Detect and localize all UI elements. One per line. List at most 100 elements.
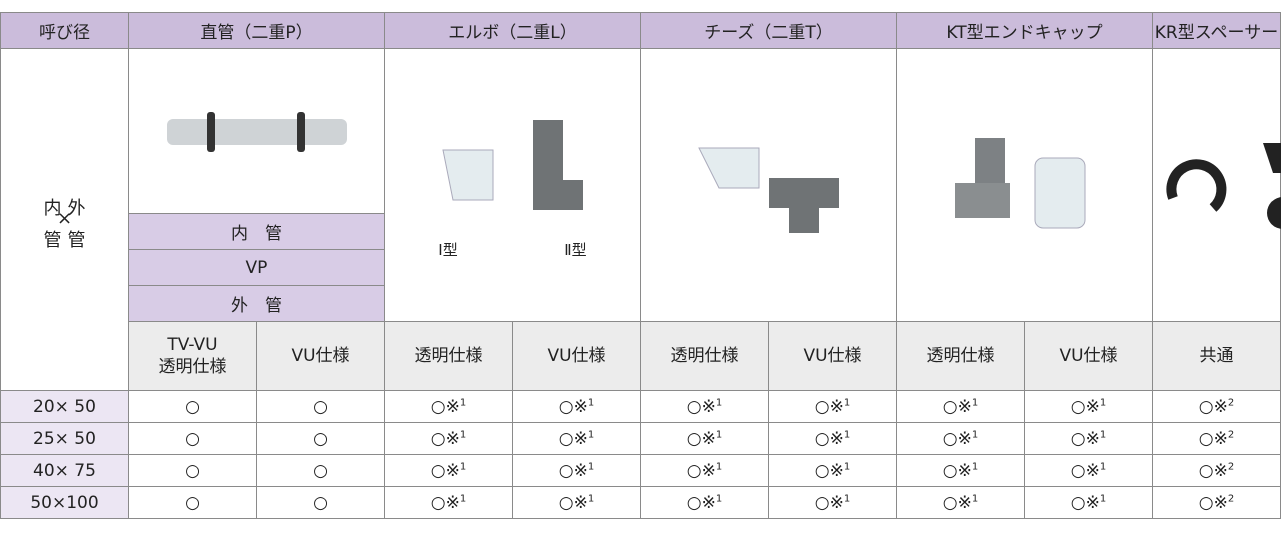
availability-cell: ○※2 xyxy=(1152,486,1281,519)
availability-mark: ○※ xyxy=(1070,460,1100,481)
product-photo xyxy=(1166,142,1281,229)
pipe-label: VP xyxy=(128,249,385,286)
availability-cell: ○※1 xyxy=(896,486,1025,519)
availability-cell: ○※2 xyxy=(1152,390,1281,423)
availability-cell: ○ xyxy=(256,422,385,455)
availability-mark: ○※ xyxy=(686,428,716,449)
note-number: 2 xyxy=(1227,396,1235,408)
note-number: 1 xyxy=(715,428,723,440)
availability-mark: ○※ xyxy=(558,396,588,417)
availability-cell: ○※1 xyxy=(1024,422,1153,455)
availability-mark: ○※ xyxy=(1070,428,1100,449)
availability-mark: ○※ xyxy=(814,428,844,449)
label-part: 管 xyxy=(67,229,86,251)
availability-cell: ○ xyxy=(256,486,385,519)
product-photo xyxy=(697,147,839,233)
spec-table: 呼び径 直管（二重P） エルボ（二重L） チーズ（二重T） KT型エンドキャップ KR型ス… xyxy=(0,12,1281,519)
availability-cell: ○※1 xyxy=(768,486,897,519)
note-number: 1 xyxy=(459,396,467,408)
availability-mark: ○※ xyxy=(558,492,588,513)
table-row: 内外 × 管管 Ⅰ型 Ⅱ型 xyxy=(0,48,1281,391)
spec-cell: TV-VU 透明仕様 xyxy=(128,321,257,391)
note-number: 2 xyxy=(1227,492,1235,504)
label-part: × xyxy=(56,207,73,229)
pipe-label: 外 管 xyxy=(128,285,385,322)
note-number: 1 xyxy=(971,492,979,504)
availability-cell: ○※1 xyxy=(768,390,897,423)
availability-mark: ○※ xyxy=(1198,428,1228,449)
photo-cell xyxy=(128,48,385,214)
availability-cell: ○※1 xyxy=(896,390,1025,423)
availability-mark: ○※ xyxy=(430,396,460,417)
availability-mark: ○※ xyxy=(686,492,716,513)
availability-mark: ○※ xyxy=(430,428,460,449)
spec-cell: 透明仕様 xyxy=(640,321,769,391)
photo-cell: Ⅰ型 Ⅱ型 xyxy=(384,48,641,322)
product-photo xyxy=(954,137,1085,228)
note-number: 2 xyxy=(1227,460,1235,472)
size-cell: 40× 75 xyxy=(0,454,129,487)
availability-mark: ○※ xyxy=(430,492,460,513)
table-row: 40× 75 ○ ○ ○※1 ○※1 ○※1 ○※1 ○※1 ○※1 ○※2 xyxy=(0,454,1281,487)
spec-cell: 透明仕様 xyxy=(896,321,1025,391)
type-label: Ⅱ型 xyxy=(564,241,587,259)
availability-cell: ○ xyxy=(256,390,385,423)
table-row: 呼び径 直管（二重P） エルボ（二重L） チーズ（二重T） KT型エンドキャップ KR型ス… xyxy=(0,12,1281,49)
photo-cell xyxy=(640,48,897,322)
availability-mark: ○※ xyxy=(814,460,844,481)
availability-mark: ○※ xyxy=(942,460,972,481)
label-part: 外 xyxy=(67,197,86,219)
note-number: 1 xyxy=(1099,492,1107,504)
availability-cell: ○ xyxy=(128,422,257,455)
header-cell: KR型スペーサー xyxy=(1152,12,1281,49)
availability-cell: ○※1 xyxy=(640,390,769,423)
spec-cell: 共通 xyxy=(1152,321,1281,391)
availability-cell: ○※1 xyxy=(384,486,513,519)
header-cell: エルボ（二重L） xyxy=(384,12,641,49)
note-number: 1 xyxy=(843,460,851,472)
type-label: Ⅰ型 xyxy=(438,241,458,259)
note-number: 1 xyxy=(459,492,467,504)
availability-mark: ○※ xyxy=(686,396,716,417)
availability-cell: ○※1 xyxy=(512,390,641,423)
availability-cell: ○※2 xyxy=(1152,422,1281,455)
spec-cell: VU仕様 xyxy=(512,321,641,391)
spec-cell: VU仕様 xyxy=(256,321,385,391)
availability-cell: ○※1 xyxy=(384,390,513,423)
note-number: 1 xyxy=(971,460,979,472)
size-cell: 50×100 xyxy=(0,486,129,519)
availability-mark: ○※ xyxy=(942,396,972,417)
availability-cell: ○※1 xyxy=(384,454,513,487)
note-number: 1 xyxy=(1099,428,1107,440)
availability-mark: ○※ xyxy=(1198,460,1228,481)
availability-cell: ○※1 xyxy=(1024,390,1153,423)
availability-cell: ○※1 xyxy=(896,422,1025,455)
availability-cell: ○※1 xyxy=(896,454,1025,487)
availability-mark: ○※ xyxy=(1070,396,1100,417)
availability-mark: ○※ xyxy=(558,460,588,481)
availability-cell: ○※1 xyxy=(640,454,769,487)
photo-cell xyxy=(896,48,1153,322)
product-photo xyxy=(441,120,583,210)
availability-cell: ○※1 xyxy=(1024,454,1153,487)
note-number: 1 xyxy=(459,460,467,472)
availability-cell: ○※1 xyxy=(512,486,641,519)
availability-cell: ○※1 xyxy=(768,454,897,487)
size-label-cell: 内外 × 管管 xyxy=(0,48,129,391)
note-number: 1 xyxy=(843,492,851,504)
header-cell: 直管（二重P） xyxy=(128,12,385,49)
availability-mark: ○※ xyxy=(1198,396,1228,417)
table-row: VP xyxy=(1,249,1281,286)
availability-cell: ○ xyxy=(128,486,257,519)
note-number: 1 xyxy=(587,428,595,440)
note-number: 1 xyxy=(715,492,723,504)
availability-cell: ○※1 xyxy=(1024,486,1153,519)
label-part: 内 xyxy=(43,197,62,219)
note-number: 1 xyxy=(1099,396,1107,408)
availability-cell: ○ xyxy=(128,390,257,423)
availability-mark: ○※ xyxy=(558,428,588,449)
table-row: 25× 50 ○ ○ ○※1 ○※1 ○※1 ○※1 ○※1 ○※1 ○※2 xyxy=(0,422,1281,455)
note-number: 2 xyxy=(1227,428,1235,440)
header-cell: 呼び径 xyxy=(0,12,129,49)
